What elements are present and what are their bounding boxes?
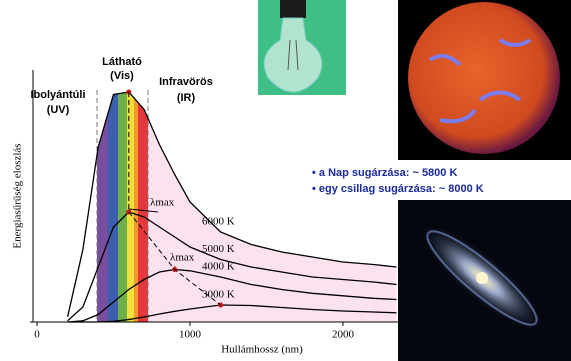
slide: 0100020006000 K5000 K4000 K3000 K Energi… (0, 0, 571, 361)
series-label: 4000 K (202, 261, 235, 273)
x-tick-label: 1000 (179, 329, 202, 341)
series-label: 6000 K (202, 216, 235, 228)
y-axis-label: Energiasűrűség eloszlás (12, 143, 24, 248)
note-text: egy csillag sugárzása: ~ 8000 K (319, 183, 484, 195)
annotation: Ibolyántúli (31, 89, 86, 101)
sun-photo (398, 0, 571, 160)
peak-label: λmax (150, 197, 175, 209)
annotation: (Vis) (110, 70, 134, 82)
annotation: (IR) (177, 92, 196, 104)
note: • egy csillag sugárzása: ~ 8000 K (312, 183, 484, 195)
note-text: a Nap sugárzása: ~ 5800 K (319, 167, 458, 179)
x-tick-label: 2000 (332, 329, 355, 341)
bulb-photo (258, 0, 346, 95)
annotation: (UV) (47, 104, 70, 116)
peak-label: λmax (170, 252, 195, 264)
note: • a Nap sugárzása: ~ 5800 K (312, 167, 457, 179)
x-axis-label: Hullámhossz (nm) (221, 344, 303, 356)
x-tick-label: 0 (34, 329, 40, 341)
annotation: Infravörös (159, 76, 213, 88)
annotation: Látható (102, 56, 142, 68)
galaxy-photo (398, 200, 571, 361)
series-label: 5000 K (202, 243, 235, 255)
